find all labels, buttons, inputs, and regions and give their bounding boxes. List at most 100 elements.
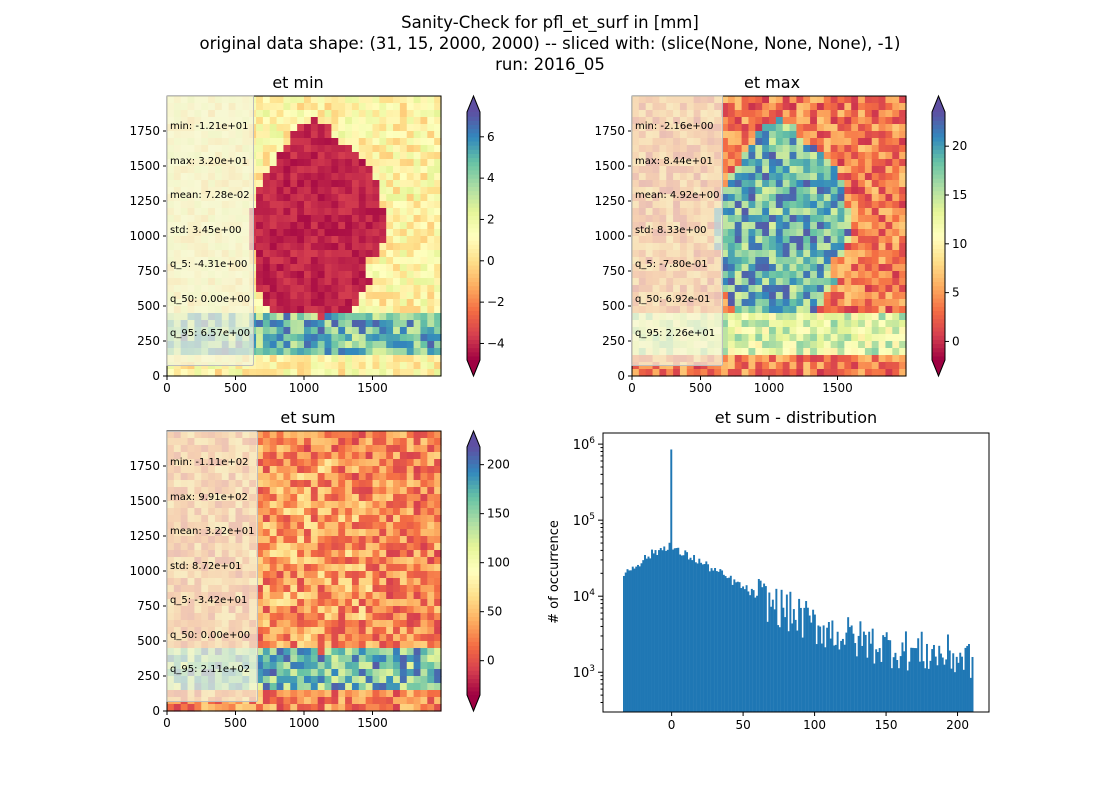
heatmap-cell xyxy=(208,369,216,377)
heatmap-cell xyxy=(351,613,360,621)
heatmap-cell xyxy=(748,327,756,335)
heatmap-cell xyxy=(283,452,291,460)
heatmap-cell xyxy=(858,103,866,111)
heatmap-cell xyxy=(386,369,394,377)
heatmap-cell xyxy=(399,676,408,684)
heatmap-cell xyxy=(283,578,291,586)
heatmap-cell xyxy=(290,571,298,579)
heatmap-cell xyxy=(269,522,278,530)
heatmap-cell xyxy=(816,201,825,209)
heatmap-cell xyxy=(173,704,182,712)
heatmap-cell xyxy=(899,264,907,272)
heatmap-cell xyxy=(310,222,319,230)
heatmap-cell xyxy=(310,285,319,293)
heatmap-cell xyxy=(741,173,750,181)
heatmap-cell xyxy=(721,159,729,167)
heatmap-cell xyxy=(310,648,319,656)
heatmap-cell xyxy=(782,369,791,377)
heatmap-cell xyxy=(741,222,750,230)
heatmap-cell xyxy=(372,208,380,216)
heatmap-cell xyxy=(304,187,312,195)
heatmap-cell xyxy=(727,306,736,314)
heatmap-cell xyxy=(310,459,319,467)
heatmap-cell xyxy=(413,341,422,349)
heatmap-cell xyxy=(878,355,887,363)
heatmap-cell xyxy=(899,117,907,125)
heatmap-cell xyxy=(721,201,729,209)
heatmap-cell xyxy=(844,187,852,195)
y-tick-label: 1750 xyxy=(595,124,625,138)
heatmap-cell xyxy=(256,431,264,439)
heatmap-cell xyxy=(406,599,415,607)
heatmap-cell xyxy=(262,438,271,446)
colorbar-outline xyxy=(931,94,946,378)
heatmap-cell xyxy=(290,683,298,691)
heatmap-cell xyxy=(331,250,339,258)
heatmap-cell xyxy=(399,431,408,439)
heatmap-cell xyxy=(317,131,326,139)
heatmap-cell xyxy=(823,103,832,111)
heatmap-cell xyxy=(393,117,401,125)
heatmap-cell xyxy=(420,369,428,377)
heatmap-cell xyxy=(358,327,367,335)
heatmap-cell xyxy=(727,341,736,349)
heatmap-cell xyxy=(803,222,811,230)
heatmap-cell xyxy=(351,536,360,544)
heatmap-cell xyxy=(434,459,442,467)
heatmap-cell xyxy=(393,543,401,551)
heatmap-cell xyxy=(269,508,278,516)
heatmap-cell xyxy=(269,515,278,523)
heatmap-cell xyxy=(830,152,839,160)
heatmap-cell xyxy=(427,550,435,558)
heatmap-cell xyxy=(782,110,791,118)
heatmap-cell xyxy=(748,334,756,342)
heatmap-cell xyxy=(386,306,394,314)
heatmap-cell xyxy=(406,243,415,251)
heatmap-cell xyxy=(892,306,900,314)
heatmap-cell xyxy=(262,487,271,495)
heatmap-cell xyxy=(796,131,804,139)
heatmap-cell xyxy=(803,236,811,244)
heatmap-cell xyxy=(851,103,859,111)
heatmap-cell xyxy=(878,145,887,153)
heatmap-cell xyxy=(351,152,360,160)
heatmap-cell xyxy=(290,648,298,656)
heatmap-cell xyxy=(262,110,271,118)
heatmap-cell xyxy=(304,117,312,125)
heatmap-cell xyxy=(727,278,736,286)
heatmap-cell xyxy=(331,131,339,139)
heatmap-cell xyxy=(358,676,367,684)
heatmap-cell xyxy=(358,229,367,237)
heatmap-cell xyxy=(823,110,832,118)
heatmap-cell xyxy=(851,327,859,335)
heatmap-cell xyxy=(734,103,743,111)
heatmap-cell xyxy=(393,201,401,209)
heatmap-cell xyxy=(796,173,804,181)
heatmap-cell xyxy=(899,222,907,230)
heatmap-cell xyxy=(310,355,319,363)
heatmap-cell xyxy=(372,145,380,153)
heatmap-cell xyxy=(351,578,360,586)
heatmap-cell xyxy=(434,683,442,691)
heatmap-cell xyxy=(837,117,845,125)
heatmap-cell xyxy=(351,229,360,237)
heatmap-cell xyxy=(256,585,264,593)
heatmap-cell xyxy=(406,438,415,446)
heatmap-cell xyxy=(413,348,422,356)
heatmap-cell xyxy=(406,271,415,279)
heatmap-cell xyxy=(297,355,305,363)
heatmap-cell xyxy=(775,369,784,377)
heatmap-cell xyxy=(358,690,367,698)
heatmap-cell xyxy=(810,285,818,293)
heatmap-cell xyxy=(406,676,415,684)
heatmap-cell xyxy=(276,641,285,649)
heatmap-cell xyxy=(310,313,319,321)
heatmap-cell xyxy=(775,334,784,342)
heatmap-cell xyxy=(290,613,298,621)
heatmap-cell xyxy=(317,152,326,160)
heatmap-cell xyxy=(427,648,435,656)
heatmap-cell xyxy=(331,676,339,684)
heatmap-cell xyxy=(351,683,360,691)
heatmap-cell xyxy=(769,243,777,251)
heatmap-cell xyxy=(194,704,202,712)
